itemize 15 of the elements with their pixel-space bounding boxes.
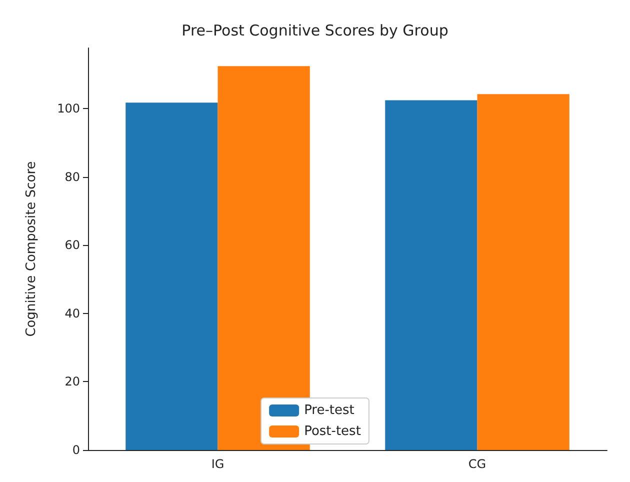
y-tick-label: 40 — [64, 306, 80, 320]
y-tick-label: 20 — [64, 374, 80, 389]
chart-title: Pre–Post Cognitive Scores by Group — [182, 22, 448, 40]
y-tick-label: 80 — [64, 170, 80, 184]
y-tick-label: 60 — [64, 238, 80, 252]
bar — [477, 94, 570, 450]
y-tick-label: 100 — [57, 102, 80, 116]
legend-label: Post-test — [304, 424, 361, 439]
x-tick-label: IG — [211, 457, 224, 471]
y-axis-title: Cognitive Composite Score — [24, 161, 39, 337]
bar — [385, 100, 478, 450]
x-tick-label: CG — [468, 457, 486, 471]
bar — [126, 102, 218, 450]
legend-label: Pre-test — [304, 403, 354, 418]
y-tick-label: 0 — [72, 443, 80, 457]
